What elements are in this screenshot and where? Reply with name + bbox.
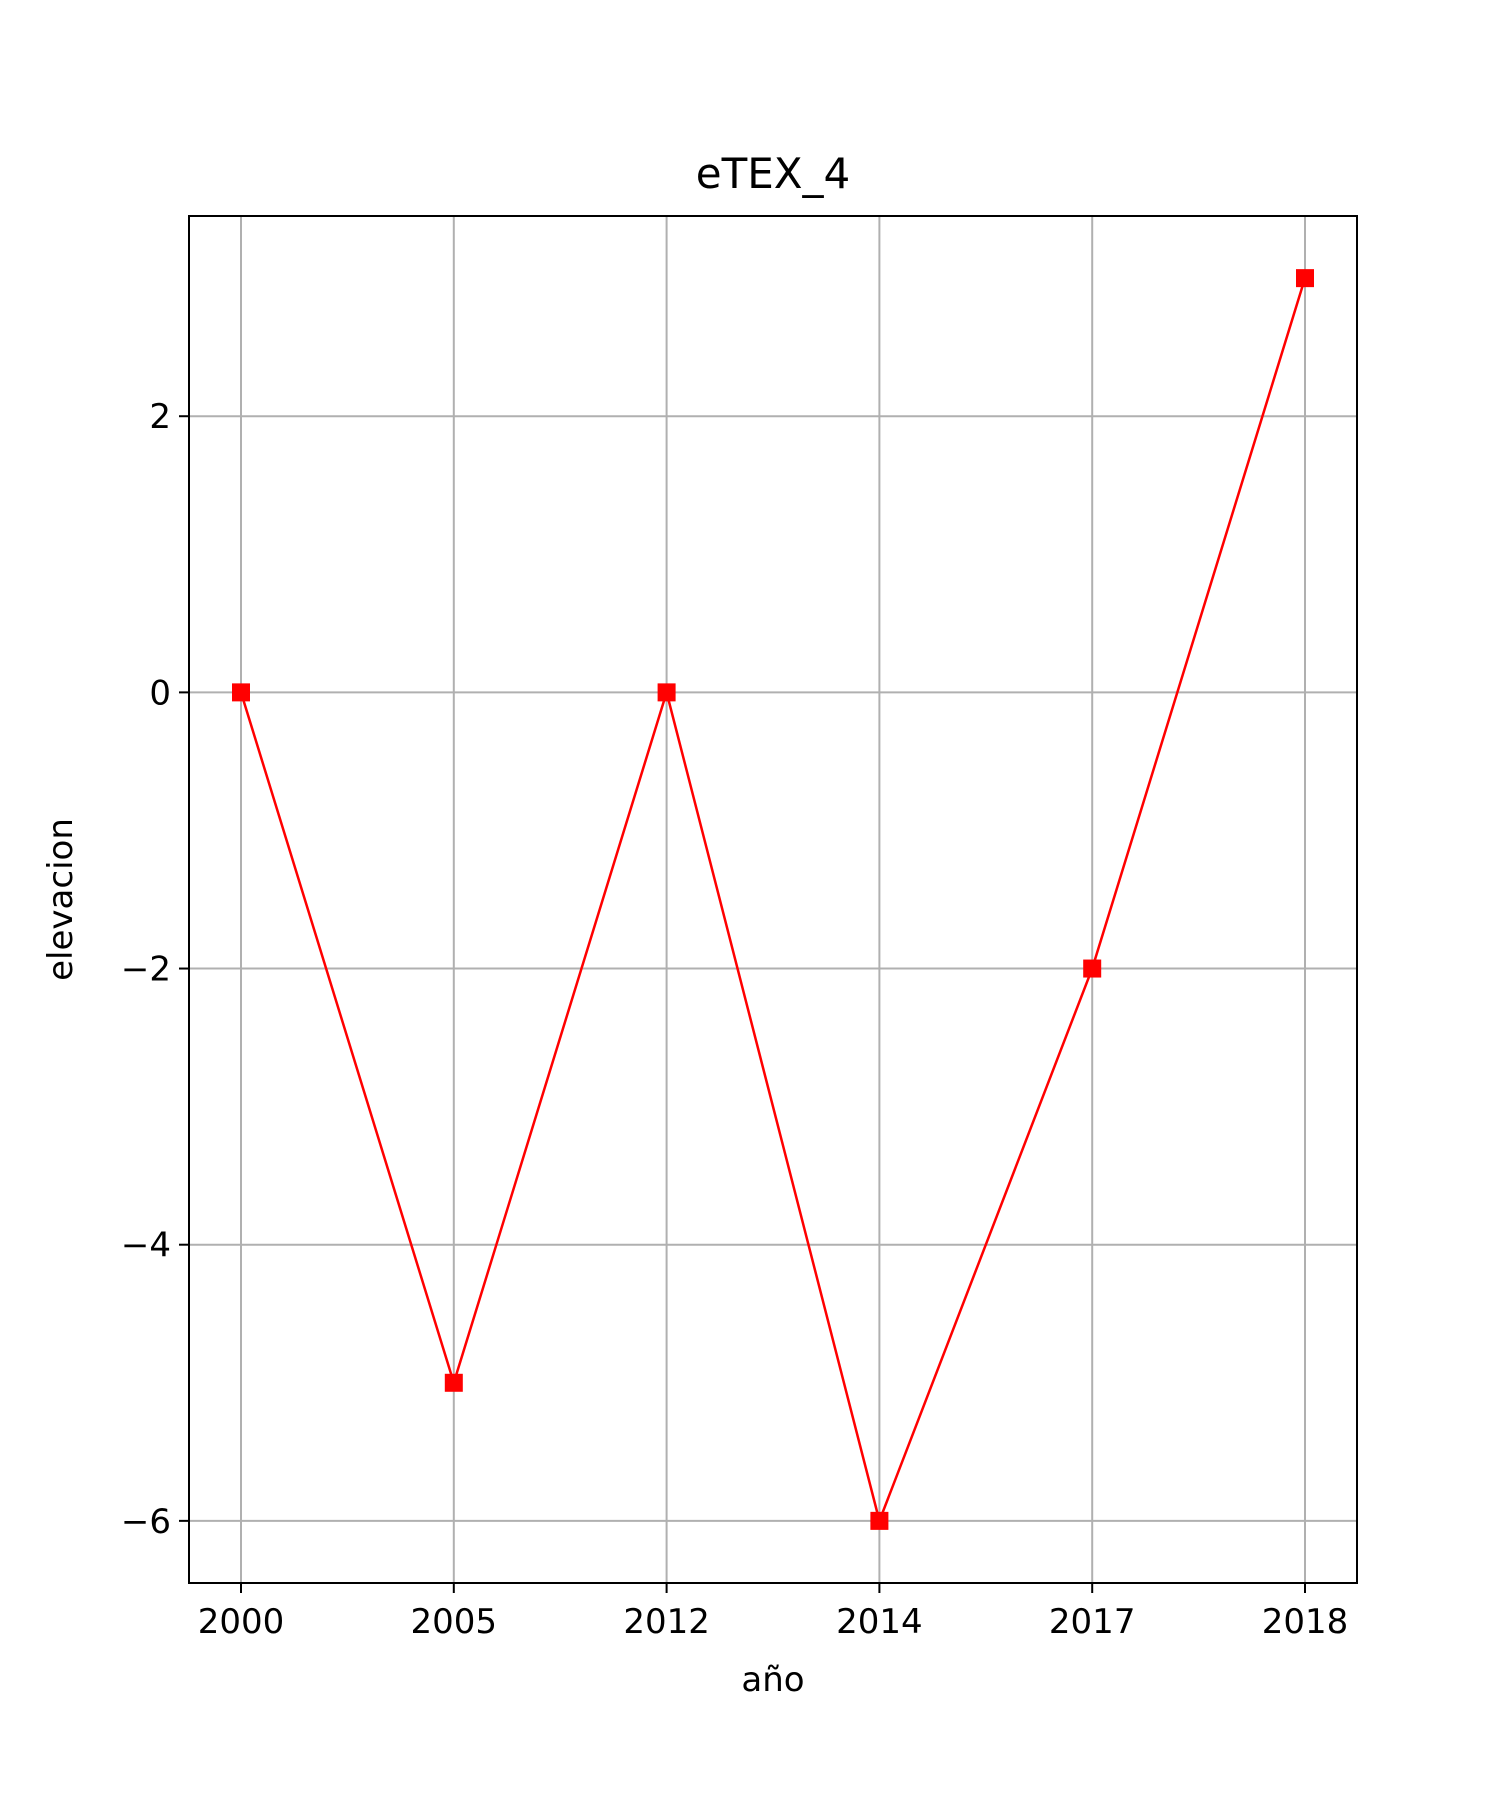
x-tick-label: 2000 <box>198 1602 285 1642</box>
y-tick-label: 0 <box>149 673 171 713</box>
data-point <box>232 683 250 702</box>
y-tick-label: −2 <box>121 950 171 990</box>
x-tick-label: 2012 <box>623 1602 710 1642</box>
data-point <box>870 1511 889 1530</box>
chart-title: eTEX_4 <box>696 149 851 198</box>
grid <box>189 216 1357 1583</box>
plot-frame <box>188 215 1358 1584</box>
x-tick-label: 2017 <box>1049 1602 1136 1642</box>
data-point <box>444 1373 463 1392</box>
y-tick-label: −4 <box>121 1226 171 1266</box>
x-axis-title: año <box>741 1660 804 1700</box>
x-tick-label: 2005 <box>411 1602 498 1642</box>
x-tick-label: 2018 <box>1262 1602 1349 1642</box>
series-line <box>239 277 1307 1525</box>
y-axis-title: elevacion <box>41 818 81 981</box>
y-tick-label: 2 <box>149 397 171 437</box>
y-tick-label: −6 <box>121 1502 171 1542</box>
x-tick-label: 2014 <box>836 1602 923 1642</box>
data-point <box>657 683 676 702</box>
axis-ticks: 2000 2005 2012 2014 2017 2018 −6 −4 −2 0 2 <box>121 397 1348 1642</box>
series-layer <box>232 269 1314 1530</box>
data-point <box>1083 959 1102 978</box>
data-point <box>1296 269 1314 288</box>
